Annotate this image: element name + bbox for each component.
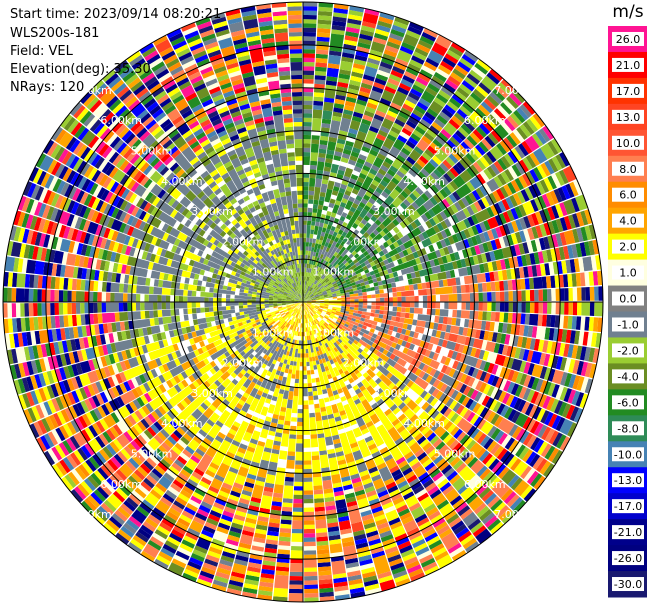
start-time-label: Start time: 2023/09/14 08:20:21: [10, 7, 222, 22]
range-ring-labels: 1.00km 1.00km 1.00km 1.00km 2.00km 2.00km 2.00…: [70, 84, 536, 521]
velocity-gate-group: [7, 2, 602, 598]
velocity-gate-group: [17, 2, 577, 585]
range-ring-label: 2.00km: [222, 357, 264, 370]
range-ring-label: 2.00km: [343, 235, 385, 248]
range-ring-label: 4.00km: [403, 175, 445, 188]
range-ring-label: 5.00km: [434, 448, 476, 461]
range-ring-label: 7.00km: [70, 84, 112, 97]
elevation-label: Elevation(deg): 35.30: [10, 62, 151, 77]
range-ring-label: 6.00km: [100, 478, 142, 491]
velocity-gate-group: [303, 109, 483, 292]
crosshair-axes: [3, 2, 603, 602]
range-ring-label: 2.00km: [222, 235, 264, 248]
velocity-gate-group: [3, 10, 603, 592]
range-ring-label: 7.00km: [70, 508, 112, 521]
range-ring-label: 1.00km: [252, 266, 294, 279]
range-ring-label: 6.00km: [100, 114, 142, 127]
instrument-label: WLS200s-181: [10, 26, 100, 41]
range-ring-label: 5.00km: [131, 145, 173, 158]
range-ring-label: 6.00km: [464, 478, 506, 491]
range-ring-label: 1.00km: [313, 326, 355, 339]
range-ring-label: 3.00km: [373, 205, 415, 218]
range-ring-label: 5.00km: [131, 448, 173, 461]
velocity-gate-group: [11, 3, 603, 601]
range-ring-label: 3.00km: [191, 205, 233, 218]
range-ring-label: 4.00km: [161, 417, 203, 430]
range-ring-label: 5.00km: [434, 145, 476, 158]
velocity-gate-group: [3, 3, 600, 603]
range-ring-label: 3.00km: [191, 387, 233, 400]
range-ring-label: 4.00km: [403, 417, 445, 430]
range-ring-label: 6.00km: [464, 114, 506, 127]
range-ring-label: 1.00km: [252, 326, 294, 339]
range-ring-label: 1.00km: [313, 266, 355, 279]
range-ring-label: 2.00km: [343, 357, 385, 370]
range-ring-label: 7.00km: [494, 84, 536, 97]
velocity-gates: [3, 2, 603, 603]
range-ring-label: 3.00km: [373, 387, 415, 400]
field-label: Field: VEL: [10, 44, 73, 59]
range-ring-label: 4.00km: [161, 175, 203, 188]
range-ring-label: 7.00km: [494, 508, 536, 521]
nrays-label: NRays: 120: [10, 80, 85, 95]
